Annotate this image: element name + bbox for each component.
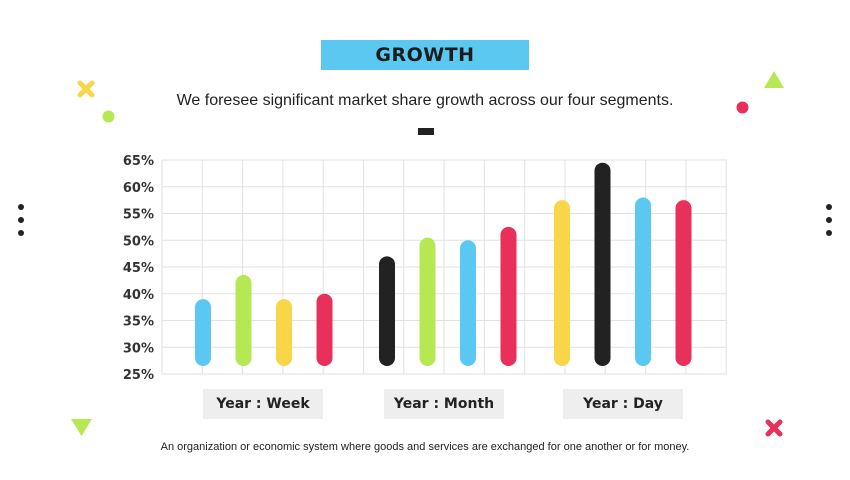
bar-yearweek-yellow [276,299,292,366]
bar-yearweek-blue [195,299,211,366]
category-label-day: Year : Day [563,389,683,419]
green-triangle-down-icon [71,419,92,436]
y-tick-label: 35% [123,315,154,330]
right-dots-icon [826,204,832,243]
red-cross-icon [765,419,783,437]
yellow-cross-icon [77,80,95,98]
green-dot-icon [102,110,115,123]
y-tick-label: 45% [123,261,154,276]
y-tick-label: 25% [123,368,154,383]
bar-yearday-black [594,162,611,366]
category-label-month: Year : Month [384,389,504,419]
bar-yearday-red [675,200,692,366]
y-tick-label: 65% [123,154,154,169]
bar-yearday-yellow [554,200,570,366]
bar-yearweek-green [235,275,252,366]
bar-yearmonth-red [500,226,517,366]
y-axis-ticks: 25% 30% 35% 40% 45% 50% 55% 60% 65% [123,154,154,383]
red-dot-icon [736,101,749,114]
title-banner: GROWTH [321,40,529,70]
left-dots-icon [18,204,24,243]
bar-yearmonth-black [379,256,395,366]
bar-series [195,162,692,366]
bar-yearday-blue [635,197,651,366]
bar-yearmonth-green [419,237,436,366]
green-triangle-icon [764,71,784,88]
divider-dash [418,128,434,135]
category-label-week: Year : Week [203,389,323,419]
y-tick-label: 50% [123,234,154,249]
y-tick-label: 30% [123,341,154,356]
bar-yearmonth-blue [460,240,476,366]
footer-text: An organization or economic system where… [160,441,690,453]
y-tick-label: 40% [123,288,154,303]
subtitle: We foresee significant market share grow… [176,92,674,109]
bar-yearweek-red [316,293,333,366]
y-tick-label: 55% [123,208,154,223]
y-tick-label: 60% [123,181,154,196]
page-title: GROWTH [375,44,475,66]
